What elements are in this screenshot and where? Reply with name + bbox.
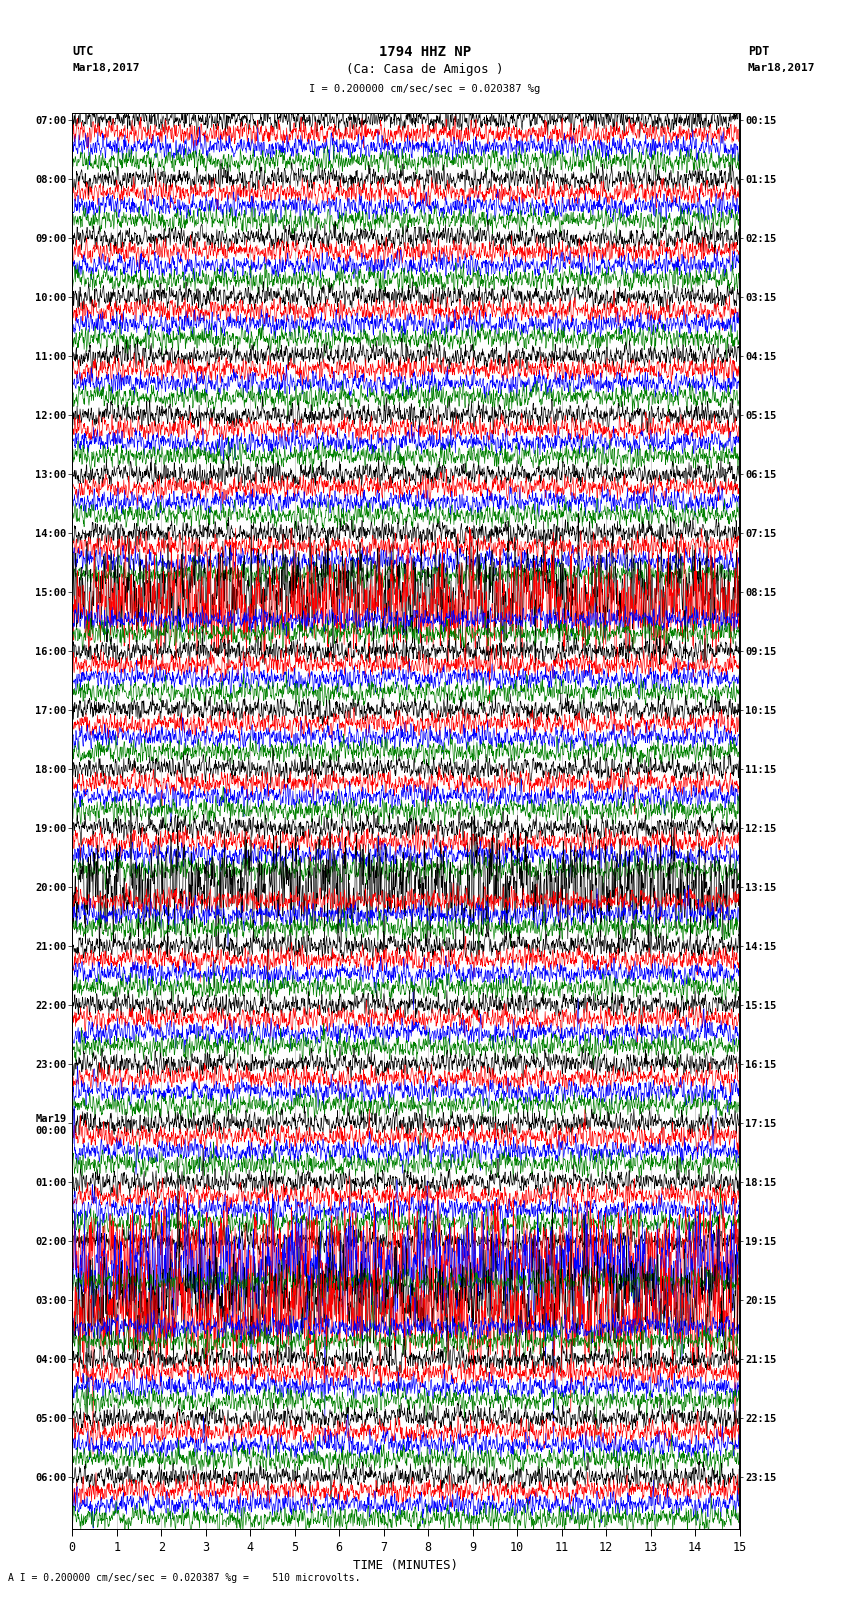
Text: I = 0.200000 cm/sec/sec = 0.020387 %g: I = 0.200000 cm/sec/sec = 0.020387 %g (309, 84, 541, 94)
Text: 1794 HHZ NP: 1794 HHZ NP (379, 45, 471, 58)
Text: UTC: UTC (72, 45, 94, 58)
Text: A I = 0.200000 cm/sec/sec = 0.020387 %g =    510 microvolts.: A I = 0.200000 cm/sec/sec = 0.020387 %g … (8, 1573, 361, 1582)
Text: Mar18,2017: Mar18,2017 (72, 63, 139, 73)
Text: Mar18,2017: Mar18,2017 (748, 63, 815, 73)
Text: PDT: PDT (748, 45, 769, 58)
Text: (Ca: Casa de Amigos ): (Ca: Casa de Amigos ) (346, 63, 504, 76)
X-axis label: TIME (MINUTES): TIME (MINUTES) (354, 1560, 458, 1573)
